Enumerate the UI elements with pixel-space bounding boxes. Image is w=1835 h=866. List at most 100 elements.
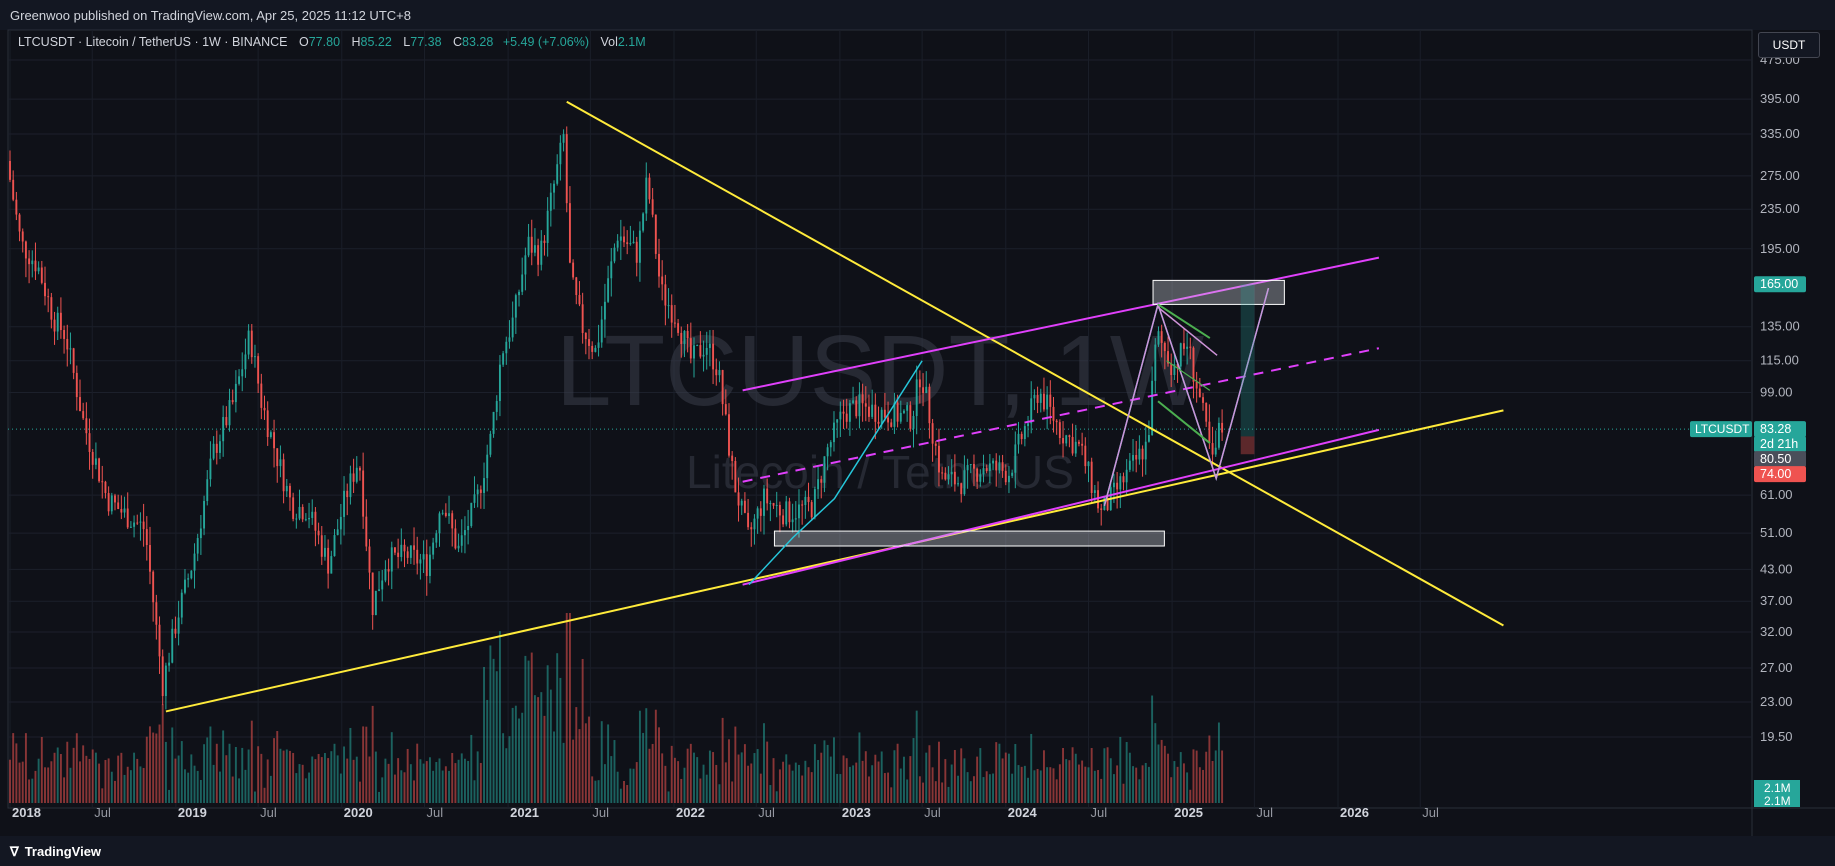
candle-body: [1042, 393, 1045, 410]
volume-bar: [1084, 766, 1087, 803]
candle-body: [518, 291, 520, 296]
violet-pattern-side: [1157, 306, 1218, 356]
candle-body: [1116, 482, 1119, 490]
volume-bar: [269, 775, 272, 803]
candle-body: [1049, 394, 1052, 407]
volume-bar: [549, 689, 552, 803]
candle-body: [476, 489, 479, 495]
candle-body: [37, 267, 40, 272]
candle-body: [829, 442, 832, 448]
volume-bar: [524, 655, 527, 803]
price-tick-label: 43.00: [1760, 561, 1793, 576]
legend-open: 77.80: [308, 35, 341, 49]
time-tick-label: 2026: [1340, 805, 1369, 820]
volume-bar: [260, 753, 263, 803]
candle-body: [537, 245, 540, 265]
volume-bar: [28, 779, 31, 803]
candle-body: [922, 387, 925, 394]
volume-bar: [728, 739, 730, 803]
time-tick-label: Jul: [924, 805, 941, 820]
candle-body: [448, 513, 450, 517]
legend-volume: 2.1M: [617, 35, 646, 49]
price-axis[interactable]: 475.00395.00335.00275.00235.00195.00135.…: [1760, 52, 1800, 744]
volume-bar: [314, 759, 317, 803]
candle-body: [1186, 346, 1189, 349]
volume-bar: [565, 613, 568, 803]
candle-body: [654, 214, 657, 254]
volume-bar: [136, 758, 139, 803]
candle-body: [693, 345, 695, 359]
price-tick-label: 99.00: [1760, 385, 1793, 400]
candle-body: [273, 432, 276, 449]
candle-body: [1135, 454, 1138, 460]
candle-body: [645, 177, 648, 214]
magenta-channel-top: [742, 256, 1380, 392]
volume-bar: [1119, 736, 1122, 803]
volume-bar: [123, 774, 126, 803]
candle-body: [177, 617, 180, 634]
volume-bar: [1116, 765, 1119, 803]
candle-body: [521, 274, 524, 292]
candle-body: [664, 284, 667, 306]
candle-body: [1176, 364, 1179, 367]
volume-bar: [15, 743, 18, 803]
currency-selector-button[interactable]: USDT: [1758, 32, 1820, 58]
candle-body: [992, 460, 995, 464]
price-chart[interactable]: LTCUSDT, 1W Litecoin / TetherUS 475.0039…: [0, 0, 1835, 836]
legend-low-label: L: [403, 35, 411, 49]
volume-bar: [540, 692, 543, 803]
candle-body: [387, 569, 390, 572]
candle-body: [339, 516, 342, 530]
candle-body: [1170, 363, 1173, 376]
volume-bar: [546, 665, 549, 803]
tradingview-logo[interactable]: ∇ TradingView: [10, 844, 101, 860]
grid-lines: [7, 29, 1835, 836]
symbol-legend: LTCUSDT · Litecoin / TetherUS · 1W · BIN…: [18, 35, 646, 49]
candle-body: [826, 447, 829, 457]
volume-bar: [842, 755, 845, 803]
yellow-upper-trendline: [566, 100, 1504, 627]
volume-bar: [864, 751, 867, 803]
volume-bar: [591, 776, 594, 803]
volume-bar: [358, 781, 361, 803]
candle-body: [1001, 462, 1004, 471]
candle-body: [368, 546, 371, 573]
candle-body: [247, 330, 250, 355]
time-axis[interactable]: 2018 Jul 2019 Jul 2020 Jul 2021 Jul 2022 Jul 2023 J…: [12, 805, 1439, 820]
volume-bar: [63, 777, 66, 803]
drawings-layer[interactable]: [165, 100, 1504, 713]
volume-bar: [705, 774, 708, 803]
volume-bar: [985, 771, 988, 803]
candle-body: [880, 409, 883, 424]
candle-body: [209, 458, 212, 480]
candle-body: [91, 451, 94, 465]
candle-body: [941, 472, 944, 474]
volume-bar: [479, 762, 482, 803]
candle-body: [495, 401, 498, 412]
candle-body: [358, 467, 361, 471]
candle-body: [1205, 402, 1208, 422]
candle-body: [823, 456, 826, 483]
candle-body: [1068, 435, 1071, 437]
volume-bar: [59, 754, 62, 803]
candle-body: [1030, 398, 1033, 424]
candle-body: [1217, 422, 1220, 448]
volume-bars: [9, 613, 1224, 803]
volume-bar: [66, 741, 69, 803]
candle-body: [222, 417, 225, 442]
candle-body: [250, 330, 253, 358]
volume-bar: [1093, 770, 1096, 803]
volume-bar: [1042, 750, 1045, 803]
volume-bar: [495, 671, 498, 803]
candle-body: [413, 545, 415, 550]
candle-body: [422, 554, 425, 560]
candle-body: [219, 441, 221, 453]
volume-bar: [521, 712, 524, 803]
candle-body: [231, 400, 234, 403]
volume-bar: [658, 727, 660, 803]
volume-bar: [234, 746, 237, 803]
volume-bar: [1179, 752, 1182, 803]
volume-bar: [1151, 695, 1154, 803]
candle-body: [724, 404, 727, 415]
candle-body: [1221, 422, 1224, 433]
